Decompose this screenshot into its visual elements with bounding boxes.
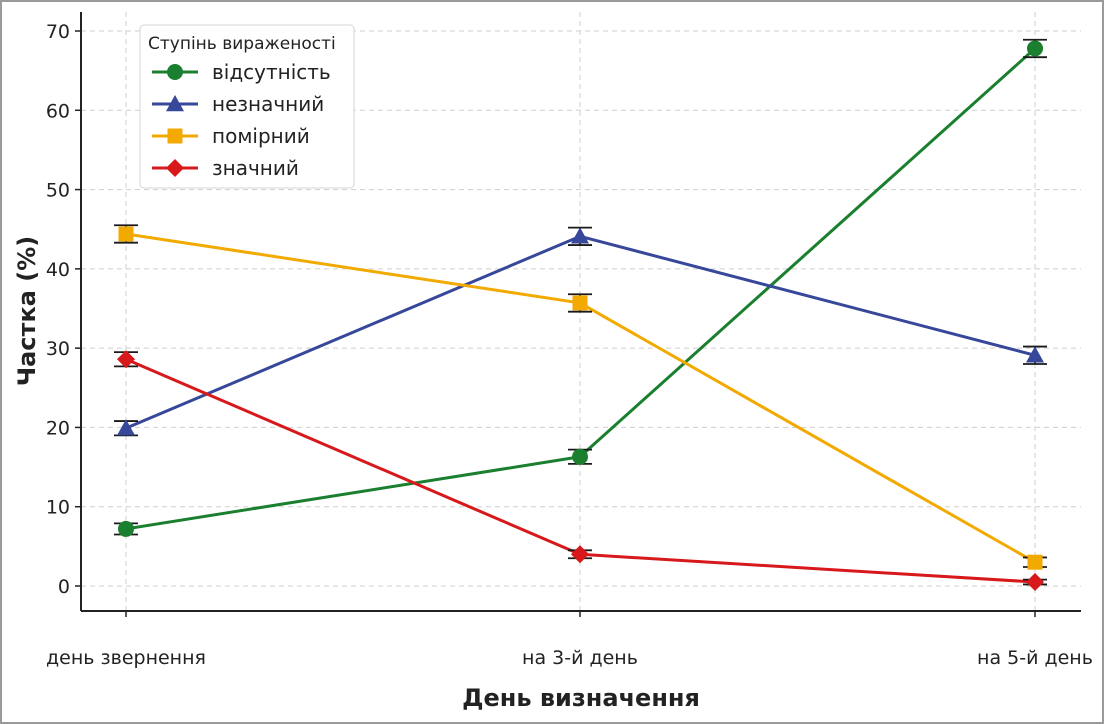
y-tick-label: 30 [46,338,70,360]
data-point [118,520,134,537]
x-tick-label: на 5-й день [977,647,1093,669]
x-tick-label: день звернення [46,647,206,669]
data-point [1027,40,1043,57]
series [114,38,1047,592]
x-tick-label: на 3-й день [522,647,638,669]
legend-label: значний [212,156,299,180]
x-ticks: день звернення на 3-й день на 5-й день [46,611,1093,669]
legend-label: незначний [212,92,324,116]
legend-item: значний [152,156,299,180]
y-axis-title: Частка (%) [13,236,41,387]
data-point [572,295,588,311]
y-tick-label: 70 [46,21,70,43]
y-tick-label: 0 [58,576,70,598]
data-point [571,545,589,564]
data-point [117,419,135,436]
legend-marker [166,159,184,177]
legend-items: відсутність незначний помірний значний [152,60,331,180]
data-point [571,227,589,244]
legend-item: відсутність [152,60,331,84]
y-tick-label: 20 [46,417,70,439]
y-tick-label: 60 [46,100,70,122]
series-4 [114,350,1047,592]
legend-marker [166,95,184,112]
legend-item: помірний [152,124,310,148]
legend-label: помірний [212,124,310,148]
series-1 [114,38,1047,537]
legend-item: незначний [152,92,324,116]
legend-title: Ступінь вираженості [148,34,336,54]
axes [80,12,1081,612]
y-tick-label: 50 [46,180,70,202]
data-point [117,350,135,369]
data-point [1026,346,1044,363]
series-3 [114,224,1047,570]
legend-marker [167,64,183,80]
data-point [118,226,134,242]
y-ticks: 0 10 20 30 40 50 60 70 [46,21,81,598]
y-tick-label: 10 [46,497,70,519]
series-2 [114,226,1047,437]
data-point [572,448,588,465]
legend-box [139,24,355,189]
legend-label: відсутність [212,60,331,84]
x-axis-title: День визначення [462,684,700,712]
data-point [1027,554,1043,570]
data-point [1026,573,1044,592]
legend-marker [167,128,183,144]
y-tick-label: 40 [46,259,70,281]
legend: Ступінь вираженості відсутність незначний… [139,24,355,189]
